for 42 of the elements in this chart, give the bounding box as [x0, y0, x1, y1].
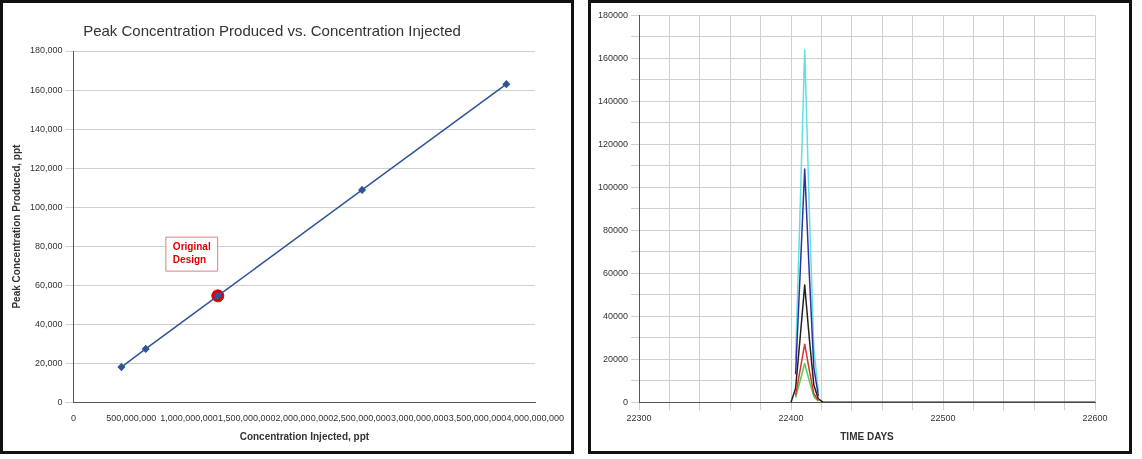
point — [117, 363, 126, 371]
x-axis-title: TIME DAYS — [840, 430, 895, 442]
y-tick-label: 180000 — [597, 9, 629, 20]
chart-title: Peak Concentration Produced vs. Concentration Injected — [83, 22, 461, 40]
y-tick-label: 0 — [623, 396, 629, 407]
x-tick-label: 1,500,000,000 — [217, 413, 276, 424]
y-axis-title: Peak Concentration Produced, ppt — [10, 143, 22, 309]
point — [358, 186, 366, 194]
y-tick-label: 0 — [57, 396, 63, 407]
x-axis-title: Concentration Injected, ppt — [239, 430, 370, 442]
x-tick-label: 2,000,000,000 — [275, 413, 334, 424]
y-tick-label: 80,000 — [35, 240, 63, 251]
y-tick-label: 40,000 — [35, 318, 63, 329]
y-tick-label: 60,000 — [35, 279, 63, 290]
point — [141, 345, 150, 353]
annotation: Original Design — [172, 240, 211, 265]
x-tick-label: 0 — [71, 413, 77, 424]
y-tick-label: 140000 — [597, 95, 629, 106]
y-tick-label: 20000 — [603, 353, 629, 364]
y-tick-label: 140,000 — [29, 123, 63, 134]
x-tick-label: 22300 — [626, 413, 652, 424]
y-tick-label: 120,000 — [29, 162, 63, 173]
y-tick-label: 40000 — [603, 310, 629, 321]
x-tick-label: 500,000,000 — [106, 413, 157, 424]
y-tick-label: 160,000 — [29, 84, 63, 95]
x-tick-label: 4,000,000,000 — [506, 413, 564, 424]
y-tick-label: 120000 — [597, 138, 629, 149]
x-tick-label: 3,500,000,000 — [448, 413, 507, 424]
y-tick-label: 20,000 — [35, 357, 63, 368]
y-tick-label: 80000 — [603, 224, 629, 235]
x-tick-label: 22500 — [930, 413, 956, 424]
x-tick-label: 22400 — [778, 413, 804, 424]
x-tick-label: 22600 — [1082, 413, 1108, 424]
y-tick-label: 180,000 — [29, 45, 63, 56]
x-tick-label: 3,000,000,000 — [391, 413, 449, 424]
y-tick-label: 100,000 — [29, 201, 63, 212]
x-tick-label: 1,000,000,000 — [160, 413, 218, 424]
y-tick-label: 60000 — [603, 267, 629, 278]
x-tick-label: 2,500,000,000 — [333, 413, 391, 424]
y-tick-label: 160000 — [597, 52, 629, 63]
point — [502, 80, 511, 88]
y-tick-label: 100000 — [597, 181, 629, 192]
